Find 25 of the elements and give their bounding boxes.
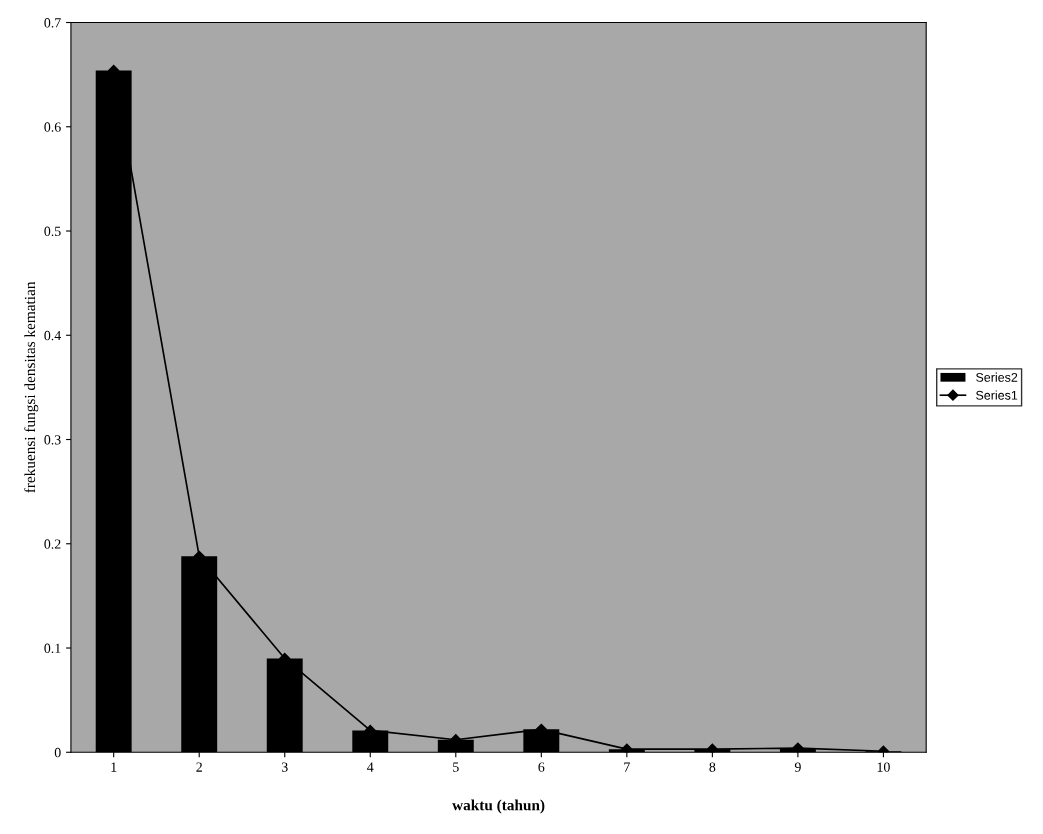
x-tick-label: 8 xyxy=(709,762,716,772)
x-axis-title: waktu (tahun) xyxy=(452,799,545,814)
x-tick-label: 1 xyxy=(111,762,117,772)
point xyxy=(706,743,718,753)
x-tick-label: 3 xyxy=(281,762,288,772)
x-tick-label: 6 xyxy=(538,762,545,772)
y-tick-label: 0.2 xyxy=(44,539,61,549)
y-tick-label: 0.1 xyxy=(44,643,61,654)
y-tick-label: 0.4 xyxy=(44,330,61,341)
x-tick-label: 10 xyxy=(877,762,890,772)
x-tick-label: 5 xyxy=(453,762,459,772)
legend-label: Series1 xyxy=(976,390,1018,400)
x-tick-label: 2 xyxy=(196,762,202,772)
y-tick-label: 0 xyxy=(54,747,61,758)
y-tick-label: 0.5 xyxy=(44,226,61,237)
y-tick-label: 0.3 xyxy=(44,435,61,445)
y-axis-title: frekuensi fungsi densitas kematian xyxy=(24,281,39,493)
point xyxy=(621,743,633,753)
x-tick-label: 4 xyxy=(367,762,374,772)
x-tick-label: 7 xyxy=(624,762,630,772)
y-tick-label: 0.6 xyxy=(44,122,61,132)
legend-label: Series2 xyxy=(976,372,1018,382)
point xyxy=(792,742,804,753)
y-tick-label: 0.7 xyxy=(44,18,61,28)
x-tick-label: 9 xyxy=(794,762,801,772)
